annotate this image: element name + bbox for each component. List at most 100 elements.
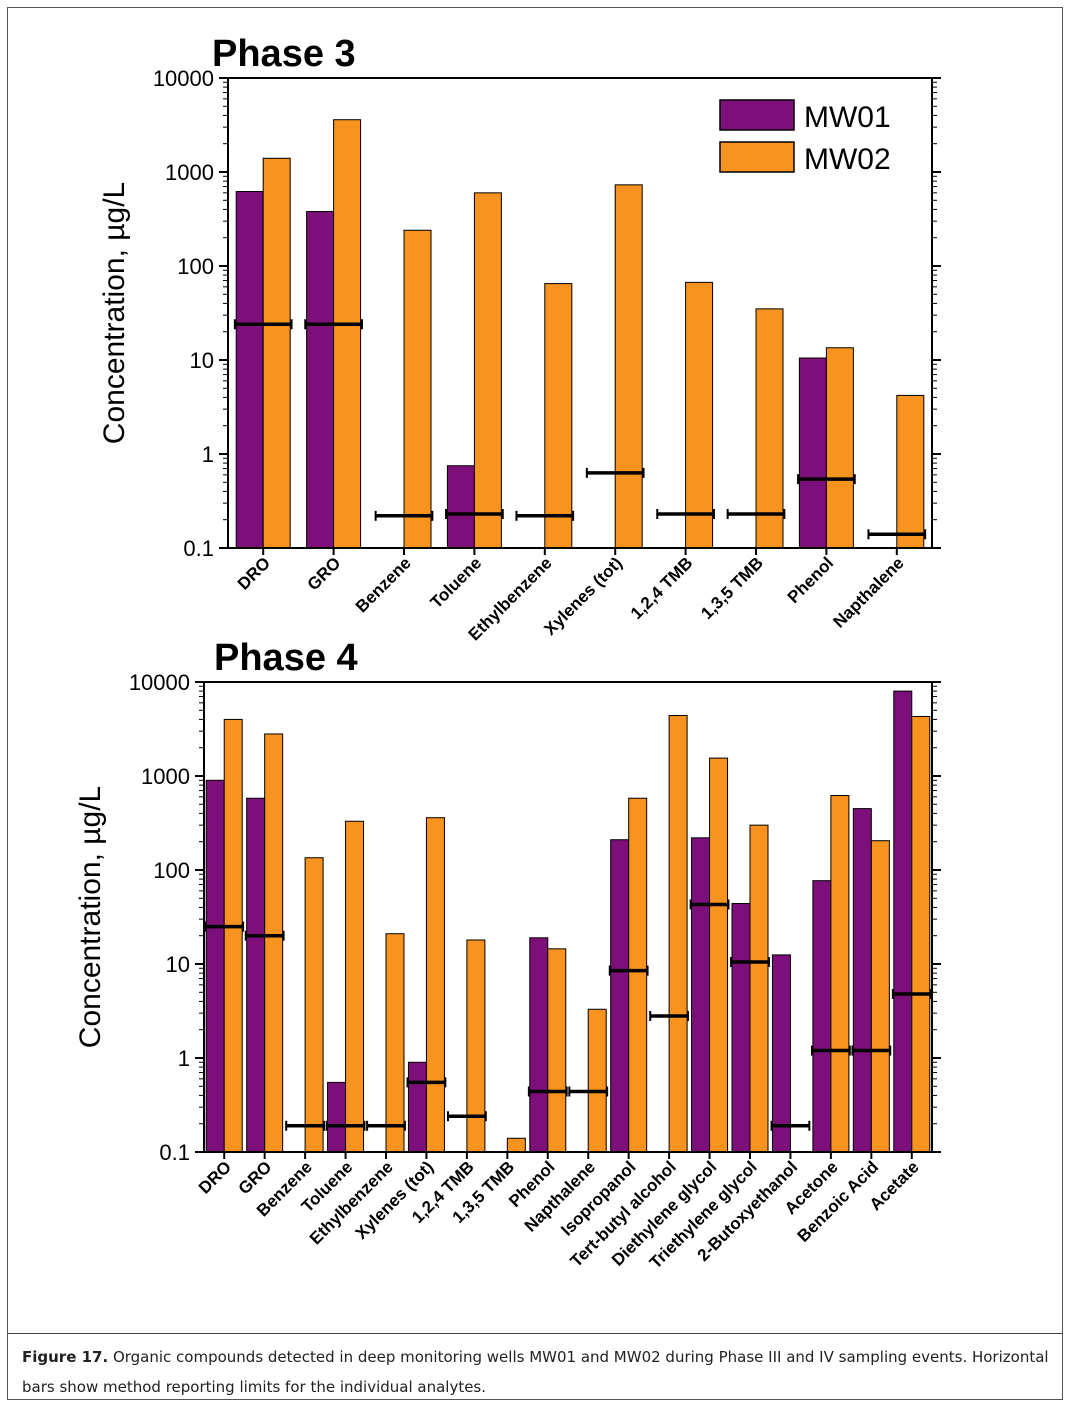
reporting-limit-1-2-4-tmb [656, 508, 715, 519]
caption-divider [8, 1333, 1062, 1334]
chart-title: Phase 4 [214, 637, 358, 679]
bar-mw02-acetone [830, 795, 850, 1153]
reporting-limit-toluene [325, 1120, 366, 1131]
reporting-limit-ethylbenzene [366, 1120, 406, 1131]
bar-mw02-dro [223, 718, 243, 1153]
bar-mw01-acetone [812, 880, 832, 1153]
category-label-dro: DRO [195, 1157, 235, 1197]
bar-mw02-phenol [825, 347, 854, 549]
reporting-limit-xylenes-tot [406, 1077, 447, 1088]
bar-mw01-dro [235, 191, 264, 549]
bar-mw02-acetate [911, 715, 931, 1153]
reporting-limit-phenol [797, 474, 856, 485]
bar-mw02-ethylbenzene [385, 933, 405, 1153]
reporting-limit-xylenes-tot [585, 467, 645, 478]
y-axis-ticks [219, 77, 941, 549]
bar-mw02-ethylbenzene [544, 283, 573, 549]
plot-frame [227, 77, 933, 549]
reporting-limit-1-2-4-tmb [446, 1111, 487, 1122]
reporting-limit-dro [233, 319, 293, 330]
reporting-limit-diethylene-glycol [689, 899, 730, 910]
category-label-benzene: Benzene [352, 553, 415, 616]
bar-mw02-1-2-4-tmb [466, 939, 486, 1153]
bar-mw02-benzene [403, 229, 432, 549]
reporting-limit-gro [244, 930, 285, 941]
y-tick-label: 1 [202, 442, 214, 467]
bar-mw02-xylenes-tot [614, 184, 643, 549]
reporting-limit-phenol [527, 1086, 568, 1097]
bar-mw01-phenol [529, 937, 549, 1153]
legend-swatch-mw01 [719, 99, 795, 131]
category-label-1-3-5-tmb: 1,3,5 TMB [697, 553, 767, 623]
reporting-limit-benzoic-acid [851, 1045, 892, 1056]
caption-label: Figure 17. [22, 1348, 109, 1366]
bar-mw01-gro [306, 211, 335, 549]
bar-mw01-2-butoxyethanol [771, 954, 791, 1153]
bar-mw01-isopropanol [610, 839, 630, 1153]
y-tick-label: 100 [177, 254, 214, 279]
chart-phase-3: Phase 3 0.1 1 10 100 1000 10000 Concentration, … [98, 33, 941, 644]
figure-caption: Figure 17. Organic compounds detected in… [22, 1342, 1052, 1402]
bar-mw01-triethylene-glycol [731, 903, 751, 1153]
y-tick-label: 1000 [165, 160, 214, 185]
reporting-limit-napthalene [568, 1086, 609, 1097]
reporting-limit-triethylene-glycol [730, 957, 770, 968]
category-label-phenol: Phenol [784, 553, 838, 607]
category-label-toluene: Toluene [427, 553, 486, 612]
reporting-limit-1-3-5-tmb [726, 508, 786, 519]
reporting-limit-napthalene [867, 529, 927, 540]
bar-mw02-napthalene [896, 394, 925, 549]
bar-mw02-toluene [473, 192, 502, 549]
bar-mw01-xylenes-tot [407, 1061, 427, 1153]
legend-label-mw01: MW01 [804, 101, 891, 134]
y-tick-label: 0.1 [183, 536, 214, 561]
reporting-limit-benzene [285, 1120, 326, 1131]
y-axis-label: Concentration, µg/L [74, 786, 107, 1048]
bar-mw02-xylenes-tot [425, 817, 445, 1153]
legend-swatch-mw02 [719, 141, 795, 173]
category-label-dro: DRO [234, 553, 274, 593]
bar-mw02-diethylene-glycol [709, 757, 729, 1153]
category-label-napthalene: Napthalene [829, 553, 907, 631]
y-tick-label: 10000 [129, 670, 190, 695]
bar-mw02-benzoic-acid [870, 840, 890, 1153]
y-tick-label: 1 [178, 1046, 190, 1071]
reporting-limit-dro [204, 921, 245, 932]
caption-text: Organic compounds detected in deep monit… [22, 1348, 1049, 1396]
bar-mw02-gro [264, 733, 284, 1153]
bar-mw02-napthalene [587, 1008, 607, 1153]
bar-mw01-toluene [446, 465, 475, 549]
bar-mw01-toluene [327, 1081, 347, 1153]
figure-charts: Phase 3 0.1 1 10 100 1000 10000 Concentration, … [74, 33, 941, 1272]
bar-mw02-gro [333, 119, 362, 549]
category-label-gro: GRO [304, 553, 345, 594]
reporting-limit-benzene [374, 510, 434, 521]
y-axis-ticks [195, 681, 941, 1153]
reporting-limit-ethylbenzene [515, 510, 575, 521]
chart-title: Phase 3 [212, 33, 356, 75]
chart-phase-4: Phase 4 0.1 1 10 100 1000 10000 Concentration, … [74, 637, 941, 1272]
bar-mw02-dro [262, 157, 291, 549]
reporting-limit-isopropanol [608, 965, 649, 976]
reporting-limit-2-butoxyethanol [770, 1120, 811, 1131]
reporting-limit-acetone [810, 1045, 851, 1056]
bar-mw01-benzoic-acid [852, 808, 872, 1153]
reporting-limit-tert-butyl-alcohol [649, 1010, 690, 1021]
y-tick-label: 100 [153, 858, 190, 883]
bar-mw02-isopropanol [628, 797, 648, 1153]
bar-mw01-acetate [893, 690, 913, 1153]
y-tick-label: 10 [190, 348, 214, 373]
legend: MW01 MW02 [719, 99, 891, 176]
bar-mw02-triethylene-glycol [749, 824, 769, 1153]
y-tick-label: 10 [166, 952, 190, 977]
reporting-limit-gro [304, 319, 363, 330]
bar-mw02-1-3-5-tmb [755, 308, 784, 549]
bar-mw02-1-2-4-tmb [685, 281, 714, 549]
plot-frame [203, 681, 933, 1153]
bar-mw02-tert-butyl-alcohol [668, 715, 688, 1153]
bar-mw01-diethylene-glycol [691, 837, 711, 1153]
y-axis-label: Concentration, µg/L [98, 182, 131, 444]
bar-mw02-toluene [345, 820, 365, 1153]
reporting-limit-acetate [891, 988, 932, 999]
bar-mw02-1-3-5-tmb [506, 1137, 526, 1153]
